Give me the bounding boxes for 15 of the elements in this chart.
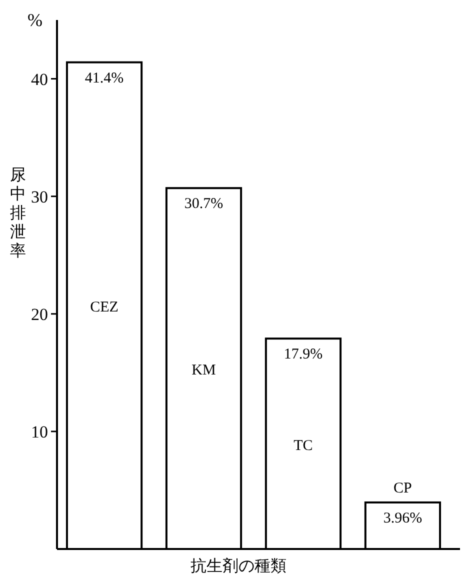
x-axis-title: 抗生剤の種類 bbox=[190, 557, 286, 575]
y-axis-title: 尿中排泄率 bbox=[10, 167, 26, 260]
text: % bbox=[28, 10, 42, 30]
y-tick-label: 10 bbox=[31, 422, 48, 442]
y-tick-label: 30 bbox=[31, 187, 48, 206]
y-tick-label: 20 bbox=[31, 304, 48, 324]
x-tick-label: TC bbox=[294, 438, 313, 454]
data-label: 3.96% bbox=[383, 510, 422, 526]
x-tick-label: CEZ bbox=[90, 300, 118, 316]
x-tick-label: KM bbox=[192, 362, 216, 379]
y-tick-label: 40 bbox=[31, 70, 48, 89]
data-label: 30.7% bbox=[184, 196, 224, 212]
x-tick-label: CP bbox=[394, 480, 412, 496]
data-label: 17.9% bbox=[284, 346, 323, 363]
data-label: 41.4% bbox=[84, 70, 124, 86]
